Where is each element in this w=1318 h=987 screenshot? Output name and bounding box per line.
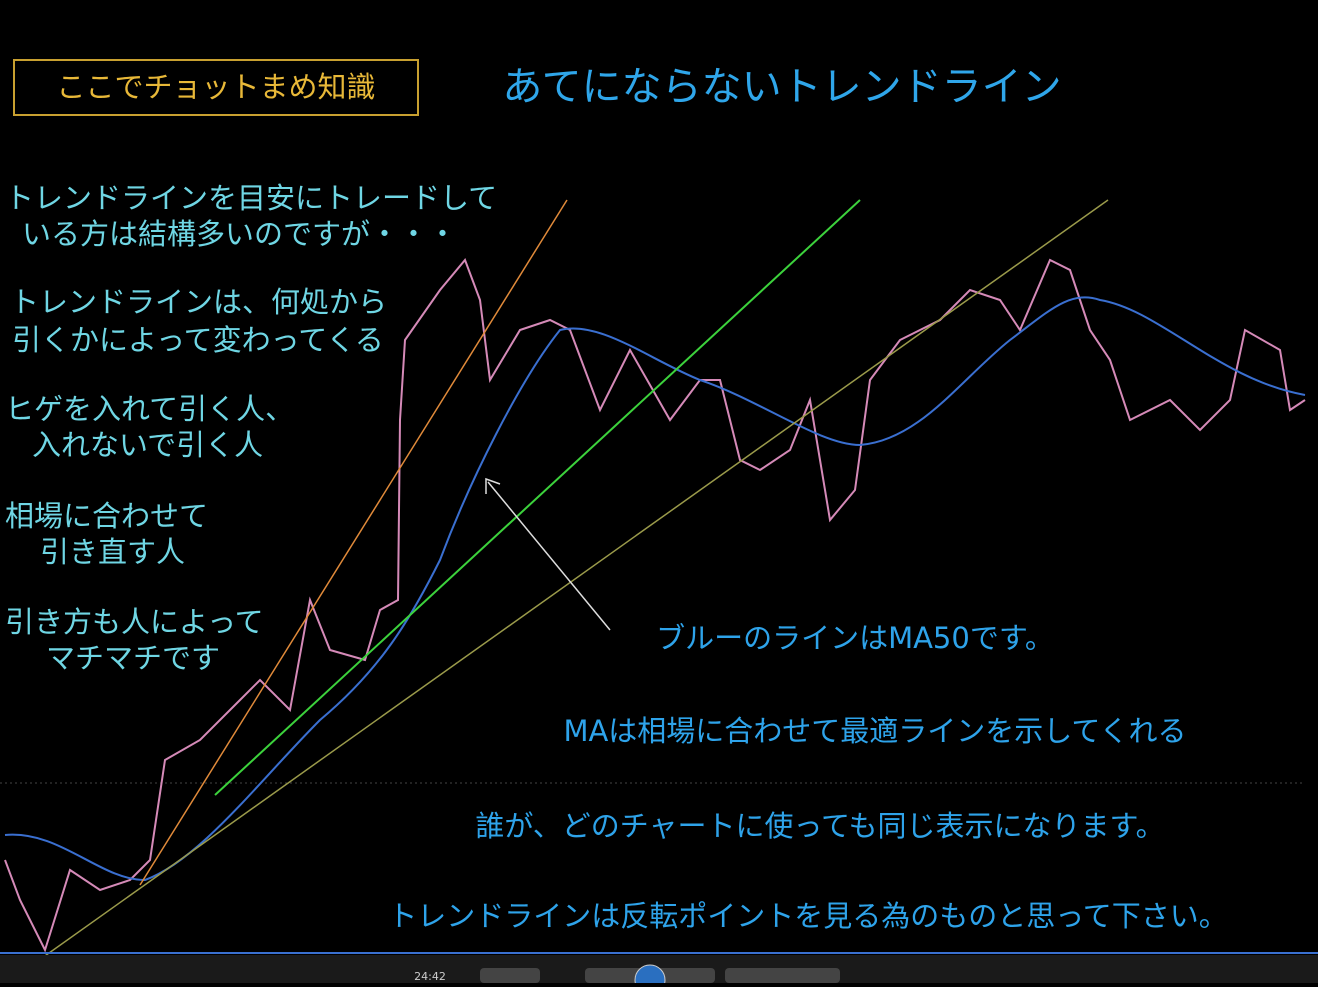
play-button[interactable]	[634, 964, 666, 987]
control[interactable]	[480, 968, 540, 983]
trend-line	[214, 199, 861, 796]
annotation: 誰が、どのチャートに使っても同じ表示になります。	[475, 809, 1164, 843]
note: 引き直す人	[40, 535, 185, 569]
note: ヒゲを入れて引く人、	[5, 392, 294, 426]
badge-box	[13, 59, 419, 116]
note: 入れないで引く人	[32, 428, 263, 462]
annotation: ブルーのラインはMA50です。	[656, 621, 1054, 655]
note: マチマチです	[46, 641, 220, 675]
volume[interactable]	[725, 968, 840, 983]
note: 相場に合わせて	[5, 499, 208, 533]
price-line	[4, 258, 1306, 953]
annotation: トレンドラインは反転ポイントを見る為のものと思って下さい。	[388, 899, 1228, 933]
note: トレンドラインは、何処から	[10, 285, 387, 319]
player-time: 24:42	[414, 970, 446, 983]
note: トレンドラインを目安にトレードして	[5, 181, 497, 215]
note: いる方は結構多いのですが・・・	[22, 217, 457, 251]
badge: ここでチョットまめ知識	[56, 70, 375, 104]
note: 引くかによって変わってくる	[12, 323, 384, 357]
arrow-head	[485, 477, 501, 494]
arrow	[487, 481, 611, 631]
trend-line	[34, 199, 1109, 964]
ma50-line	[4, 296, 1306, 882]
note: 引き方も人によって	[5, 605, 264, 639]
title: あてにならないトレンドライン	[502, 64, 1061, 110]
annotation: MAは相場に合わせて最適ラインを示してくれる	[563, 714, 1186, 748]
trend-line	[139, 199, 568, 886]
